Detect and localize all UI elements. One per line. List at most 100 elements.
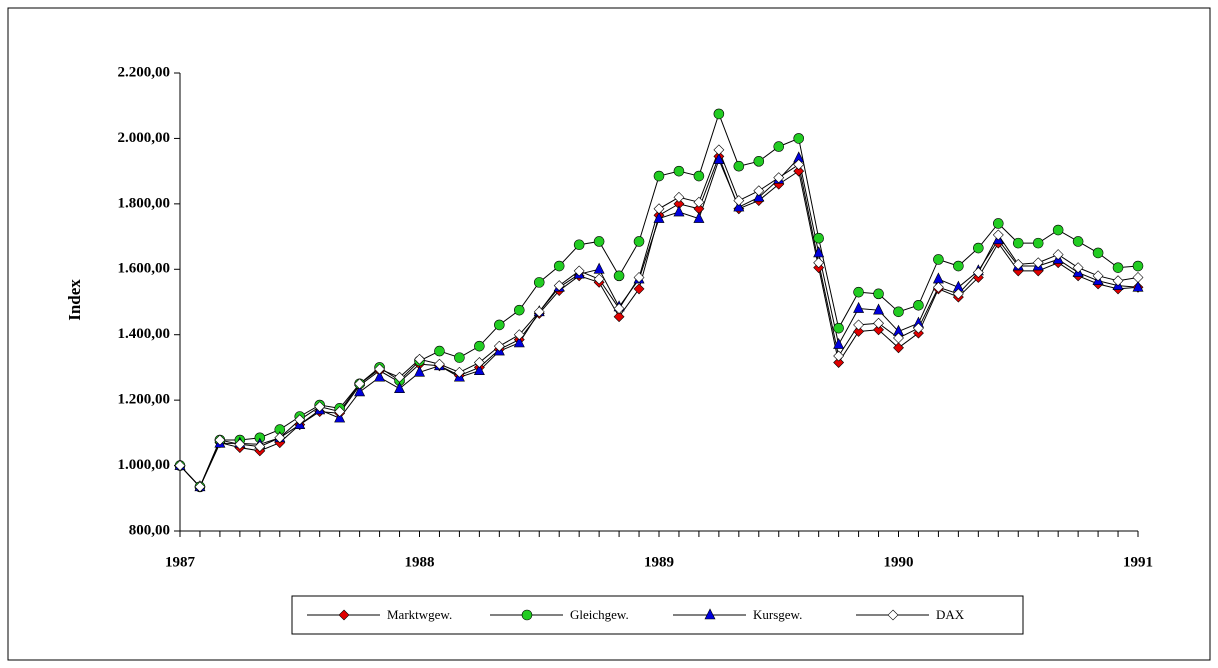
data-point [1072,236,1084,247]
data-point [374,363,386,375]
y-tick-label: 1.800,00 [118,195,171,211]
data-point [334,411,346,423]
data-point [733,195,745,207]
data-point [833,337,845,349]
legend-label: DAX [936,607,965,622]
data-point [513,329,525,341]
data-point [613,270,625,282]
data-point [813,232,824,244]
data-point [893,342,904,354]
legend-marker [338,609,350,621]
data-point [753,156,765,167]
y-axis-label: Index [65,279,84,321]
data-point [533,277,545,288]
data-point [494,319,505,331]
y-tick-label: 1.000,00 [118,457,171,473]
data-point [613,303,625,314]
data-point [1032,257,1044,269]
data-point [873,324,884,336]
data-point [833,357,845,368]
data-point [713,153,725,164]
data-point [513,336,525,348]
legend-marker [887,609,899,621]
data-point [873,317,884,329]
data-point [653,170,665,182]
data-point [873,288,884,300]
x-tick-label: 1988 [405,554,435,570]
data-point [853,319,865,331]
data-point [713,144,725,156]
data-point [1032,237,1044,249]
data-point [653,211,665,223]
data-point [952,288,964,300]
data-point [513,304,525,316]
data-point [454,352,465,363]
data-point [214,434,226,446]
data-point [913,299,924,311]
data-point [853,301,865,313]
data-point [354,385,366,397]
data-point [773,141,785,152]
data-point [1072,262,1084,274]
data-point [194,481,206,493]
y-tick-label: 1.200,00 [118,392,171,408]
data-point [1092,270,1104,282]
y-tick-label: 2.000,00 [118,130,171,146]
data-point [793,159,805,171]
data-point [1132,260,1144,272]
data-point [573,265,585,277]
data-point [813,246,825,258]
data-point [1112,262,1124,273]
data-point [693,196,705,208]
data-point [354,378,366,390]
data-point [474,340,485,352]
legend-marker [521,609,533,621]
x-tick-label: 1991 [1123,554,1153,570]
data-point [992,229,1004,241]
data-point [1012,237,1024,249]
data-point [673,165,685,177]
data-point [893,306,904,318]
data-point [394,382,406,393]
data-point [434,345,445,357]
data-point [893,332,904,344]
data-point [773,172,785,184]
legend-marker [704,608,716,620]
data-point [633,283,645,295]
data-point [1052,249,1064,260]
data-point [493,340,505,352]
data-point [932,281,944,293]
data-point [992,218,1004,229]
x-tick-label: 1987 [165,554,196,570]
data-point [234,438,246,450]
data-point [294,414,306,426]
data-point [473,357,485,368]
data-point [1132,280,1144,292]
data-point [533,306,545,318]
x-tick-label: 1989 [644,554,674,570]
data-point [853,326,865,337]
data-point [593,236,605,247]
data-point [733,160,745,172]
y-tick-label: 1.400,00 [118,326,171,342]
data-point [1132,272,1144,283]
data-point [913,322,924,334]
data-point [633,272,645,283]
data-point [414,365,425,377]
x-tick-label: 1990 [884,554,914,570]
data-point [833,350,845,362]
legend-label: Marktwgew. [387,607,452,622]
data-point [1112,275,1124,287]
chart-frame [7,7,1211,661]
data-point [1092,247,1104,259]
data-point [633,236,645,247]
data-point [453,366,465,378]
data-point [174,460,186,471]
data-point [673,191,685,203]
data-point [414,353,425,365]
data-point [553,280,565,292]
data-point [334,406,346,418]
data-point [573,239,585,251]
data-point [613,311,625,323]
